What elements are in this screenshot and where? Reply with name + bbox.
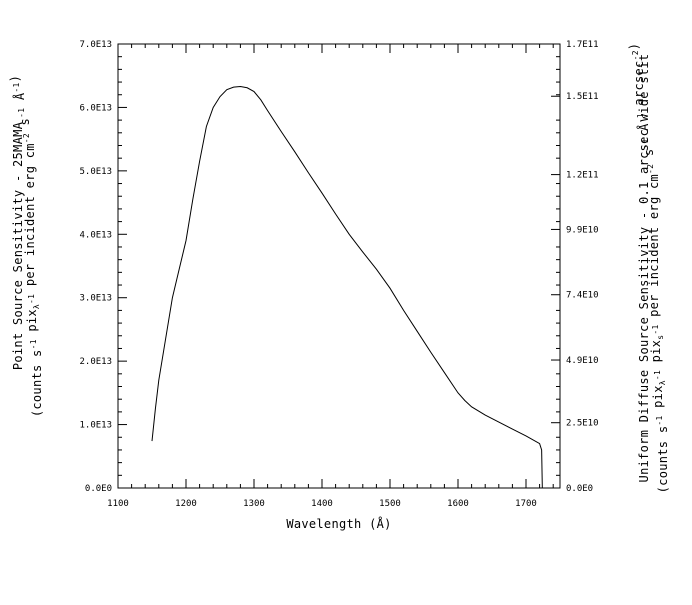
y-right-tick-label: 2.5E10 <box>566 419 599 429</box>
data-layer <box>151 85 543 489</box>
y-right-tick-label: 1.5E11 <box>566 92 599 102</box>
y-right-tick-label: 9.9E10 <box>566 225 599 235</box>
label-text: pix <box>25 309 39 339</box>
y-left-tick-label: 1.0E13 <box>79 421 112 431</box>
label-text: per incident erg cm <box>647 174 661 325</box>
label-text: ) <box>8 75 22 83</box>
superscript: -1 <box>651 324 660 334</box>
x-tick-label: 1100 <box>107 499 129 509</box>
y-left-tick-label: 4.0E13 <box>79 230 112 240</box>
x-tick-label: 1600 <box>447 499 469 509</box>
sensitivity-curve <box>151 85 543 489</box>
subscript: s <box>656 335 665 340</box>
y-left-tick-label: 0.0E0 <box>85 484 112 494</box>
y-right-tick-label: 0.0E0 <box>566 484 593 494</box>
superscript: -1 <box>653 370 662 380</box>
subscript: λ <box>32 304 41 309</box>
superscript: -2 <box>22 133 31 143</box>
y-right-tick-label: 7.4E10 <box>566 291 599 301</box>
right-y-axis-label-line1: Uniform Diffuse Source Sensitivity - 0.1… <box>637 54 651 483</box>
left-y-axis-label-line1: Point Source Sensitivity - 25MAMA <box>11 121 25 370</box>
plot-area <box>117 43 561 489</box>
y-left-tick-label: 2.0E13 <box>79 357 112 367</box>
label-text: s <box>642 149 656 164</box>
superscript: -1 <box>27 294 36 304</box>
superscript: -1 <box>641 138 650 148</box>
label-text: arcsec <box>632 60 646 113</box>
x-axis-label: Wavelength (Å) <box>286 516 391 531</box>
x-tick-label: 1200 <box>175 499 197 509</box>
y-left-tick-label: 6.0E13 <box>79 103 112 113</box>
label-text: (counts s <box>30 349 44 417</box>
label-text: per incident erg cm <box>23 143 37 294</box>
label-text: Å <box>636 123 651 139</box>
y-left-tick-label: 5.0E13 <box>79 167 112 177</box>
label-text: (counts s <box>656 426 670 494</box>
label-text: Å <box>12 92 27 108</box>
label-text: pix <box>651 385 665 415</box>
label-text: pix <box>649 340 663 370</box>
y-right-tick-label: 4.9E10 <box>566 356 599 366</box>
superscript: -1 <box>12 82 21 92</box>
y-left-tick-label: 7.0E13 <box>79 40 112 50</box>
axis-ticks: 1100 1200 1300 1400 1500 1600 1700 0.0E0 1.0E13 2… <box>79 40 598 509</box>
superscript: -1 <box>636 113 645 123</box>
x-tick-label: 1700 <box>515 499 537 509</box>
left-y-axis-label-line2: (counts s-1 pixλ-1 per incident erg cm-2… <box>8 75 44 417</box>
y-right-tick-label: 1.7E11 <box>566 40 599 50</box>
superscript: -2 <box>631 50 640 60</box>
superscript: -1 <box>17 108 26 118</box>
subscript: λ <box>658 380 667 385</box>
label-text: s <box>18 118 32 133</box>
plot-frame <box>117 43 561 489</box>
superscript: -1 <box>29 339 38 349</box>
superscript: -2 <box>646 164 655 174</box>
superscript: -1 <box>655 415 664 425</box>
x-tick-label: 1500 <box>379 499 401 509</box>
label-text: ) <box>627 43 641 51</box>
x-tick-label: 1400 <box>311 499 333 509</box>
x-tick-label: 1300 <box>243 499 265 509</box>
right-y-axis-label-line2: (counts s-1 pixλ-1 pixs-1 per incident e… <box>627 43 670 494</box>
y-left-tick-label: 3.0E13 <box>79 294 112 304</box>
y-right-tick-label: 1.2E11 <box>566 171 599 181</box>
